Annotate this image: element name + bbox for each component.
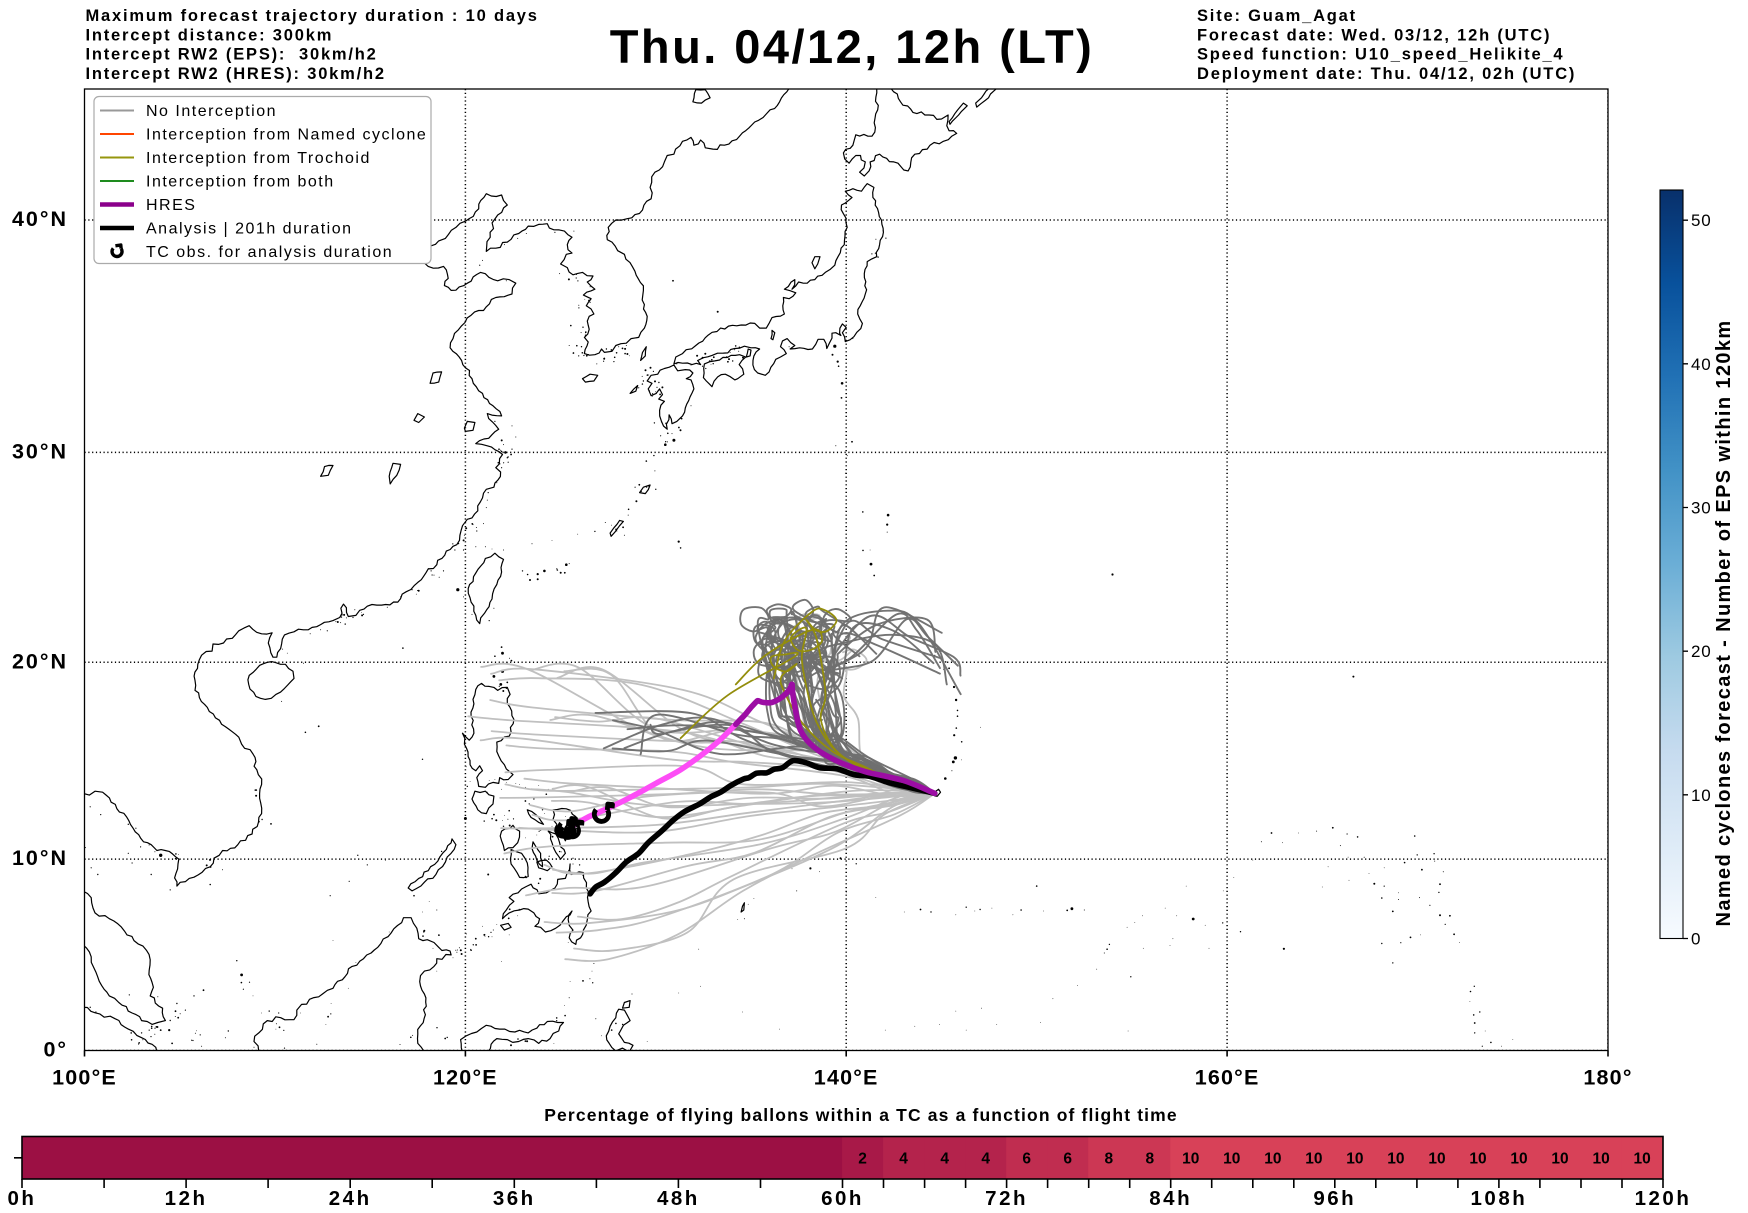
svg-text:Site: Guam_Agat: Site: Guam_Agat xyxy=(1197,7,1357,25)
svg-text:108h: 108h xyxy=(1471,1187,1528,1210)
svg-text:100°E: 100°E xyxy=(52,1066,117,1090)
svg-text:4: 4 xyxy=(899,1151,908,1168)
svg-text:30: 30 xyxy=(1691,499,1712,518)
svg-text:20°N: 20°N xyxy=(12,649,68,673)
svg-text:0°: 0° xyxy=(43,1038,68,1062)
svg-text:Interception from both: Interception from both xyxy=(146,174,335,191)
svg-text:36h: 36h xyxy=(493,1187,536,1210)
svg-text:10: 10 xyxy=(1223,1151,1240,1168)
svg-text:10: 10 xyxy=(1387,1151,1404,1168)
svg-text:12h: 12h xyxy=(165,1187,208,1210)
svg-text:Speed function: U10_speed_Heli: Speed function: U10_speed_Helikite_4 xyxy=(1197,46,1564,64)
svg-text:Intercept RW2 (HRES): 30km/h2: Intercept RW2 (HRES): 30km/h2 xyxy=(86,65,386,83)
svg-text:140°E: 140°E xyxy=(814,1066,879,1090)
svg-text:10: 10 xyxy=(1633,1151,1650,1168)
svg-text:30°N: 30°N xyxy=(12,439,68,463)
svg-text:HRES: HRES xyxy=(146,197,196,214)
svg-text:6: 6 xyxy=(1022,1151,1031,1168)
svg-text:10: 10 xyxy=(1428,1151,1445,1168)
svg-text:20: 20 xyxy=(1691,642,1712,661)
svg-text:Intercept distance: 300km: Intercept distance: 300km xyxy=(86,26,334,44)
svg-text:10: 10 xyxy=(1691,786,1712,805)
svg-text:Maximum forecast trajectory du: Maximum forecast trajectory duration : 1… xyxy=(86,7,539,25)
svg-text:Thu. 04/12, 12h (LT): Thu. 04/12, 12h (LT) xyxy=(610,20,1094,73)
svg-text:0h: 0h xyxy=(8,1187,37,1210)
svg-text:180°: 180° xyxy=(1583,1066,1632,1090)
svg-text:TC obs. for analysis duration: TC obs. for analysis duration xyxy=(146,244,393,261)
svg-text:10: 10 xyxy=(1592,1151,1609,1168)
svg-text:4: 4 xyxy=(940,1151,949,1168)
svg-text:48h: 48h xyxy=(657,1187,700,1210)
svg-text:72h: 72h xyxy=(985,1187,1028,1210)
svg-text:8: 8 xyxy=(1145,1151,1154,1168)
svg-text:96h: 96h xyxy=(1313,1187,1356,1210)
svg-text:Percentage of flying ballons w: Percentage of flying ballons within a TC… xyxy=(544,1105,1178,1125)
svg-text:Analysis | 201h duration: Analysis | 201h duration xyxy=(146,221,352,238)
svg-text:10: 10 xyxy=(1510,1151,1527,1168)
svg-text:4: 4 xyxy=(981,1151,990,1168)
svg-text:40°N: 40°N xyxy=(12,207,68,231)
svg-text:No Interception: No Interception xyxy=(146,103,277,120)
svg-text:84h: 84h xyxy=(1149,1187,1192,1210)
svg-text:0: 0 xyxy=(1691,930,1701,949)
svg-text:2: 2 xyxy=(858,1151,867,1168)
svg-text:8: 8 xyxy=(1104,1151,1113,1168)
svg-text:10: 10 xyxy=(1182,1151,1199,1168)
svg-text:40: 40 xyxy=(1691,355,1712,374)
svg-text:Deployment date: Thu. 04/12, 0: Deployment date: Thu. 04/12, 02h (UTC) xyxy=(1197,65,1576,83)
svg-text:10°N: 10°N xyxy=(12,846,68,870)
svg-text:Interception from Trochoid: Interception from Trochoid xyxy=(146,150,371,167)
svg-text:120°E: 120°E xyxy=(433,1066,498,1090)
svg-text:10: 10 xyxy=(1551,1151,1568,1168)
svg-text:160°E: 160°E xyxy=(1195,1066,1260,1090)
svg-text:Named cyclones forecast - Numb: Named cyclones forecast - Number of EPS … xyxy=(1713,320,1735,927)
svg-text:Intercept RW2 (EPS): 30km/h2: Intercept RW2 (EPS): 30km/h2 xyxy=(86,46,378,64)
svg-text:24h: 24h xyxy=(329,1187,372,1210)
svg-text:10: 10 xyxy=(1264,1151,1281,1168)
svg-text:60h: 60h xyxy=(821,1187,864,1210)
svg-text:10: 10 xyxy=(1346,1151,1363,1168)
svg-text:10: 10 xyxy=(1305,1151,1322,1168)
svg-text:6: 6 xyxy=(1063,1151,1072,1168)
svg-text:120h: 120h xyxy=(1635,1187,1692,1210)
svg-text:Forecast date: Wed. 03/12, 12h: Forecast date: Wed. 03/12, 12h (UTC) xyxy=(1197,26,1551,44)
svg-text:10: 10 xyxy=(1469,1151,1486,1168)
svg-text:Interception from Named cyclon: Interception from Named cyclone xyxy=(146,127,427,144)
svg-text:50: 50 xyxy=(1691,211,1712,230)
